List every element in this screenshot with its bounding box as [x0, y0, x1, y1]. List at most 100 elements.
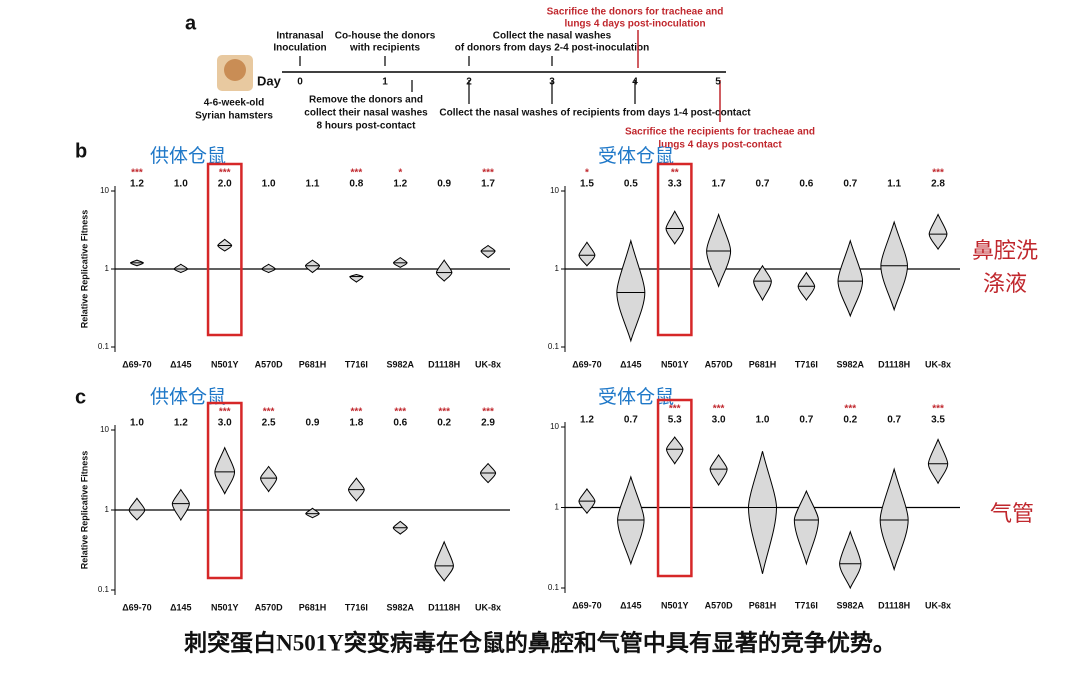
timeline-note: lungs 4 days post-inoculation [564, 19, 705, 30]
significance: *** [482, 407, 494, 418]
highlight-box [656, 398, 693, 578]
timeline-note: Sacrifice the recipients for tracheae an… [625, 127, 815, 138]
significance: *** [932, 168, 944, 179]
x-tick-label: S982A [387, 602, 415, 612]
x-tick-label: N501Y [211, 359, 239, 369]
x-tick-label: D1118H [878, 600, 910, 610]
x-tick-label: UK-8x [925, 359, 951, 369]
value-label: 2.0 [218, 179, 232, 190]
row-label: 鼻腔洗 [972, 238, 1038, 263]
day-tick-label: 4 [632, 77, 638, 88]
violin [173, 263, 189, 274]
value-label: 1.0 [130, 418, 144, 429]
highlight-box [206, 401, 243, 580]
violin [435, 259, 453, 282]
x-tick-label: Δ69-70 [122, 359, 152, 369]
violin [666, 436, 684, 465]
value-label: 0.7 [887, 415, 901, 426]
animal-label: Syrian hamsters [195, 111, 273, 122]
arrows [299, 56, 636, 104]
x-tick-label: S982A [837, 600, 865, 610]
value-label: 3.0 [218, 418, 232, 429]
panel-label: a [185, 12, 197, 34]
x-tick-label: A570D [255, 359, 284, 369]
significance: *** [932, 404, 944, 415]
day-tick-label: 0 [297, 77, 303, 88]
y-tick-label: 1 [555, 264, 560, 273]
hamster-icon [224, 59, 246, 81]
violin [616, 238, 646, 343]
significance: ** [671, 168, 679, 179]
value-label: 3.3 [668, 179, 682, 190]
value-label: 0.9 [306, 418, 320, 429]
y-tick-label: 10 [550, 186, 559, 195]
value-label: 0.6 [393, 418, 407, 429]
y-axis-label: Relative Replicative Fitness [79, 451, 89, 570]
violin [349, 273, 364, 283]
value-label: 0.7 [843, 179, 857, 190]
value-label: 0.2 [843, 415, 857, 426]
violin [879, 467, 909, 572]
timeline-note: collect their nasal washes [304, 108, 428, 119]
y-tick-label: 1 [105, 264, 110, 273]
violin [261, 263, 276, 274]
x-tick-label: P681H [299, 359, 327, 369]
x-tick-label: P681H [749, 600, 777, 610]
caption: 刺突蛋白N501Y突变病毒在仓鼠的鼻腔和气管中具有显著的竞争优势。 [184, 629, 896, 655]
day-tick-label: 3 [549, 77, 555, 88]
violin [839, 530, 862, 590]
x-tick-label: Δ69-70 [572, 359, 602, 369]
value-label: 0.7 [624, 415, 638, 426]
value-label: 5.3 [668, 415, 682, 426]
day-tick-label: 5 [715, 77, 721, 88]
x-tick-label: N501Y [661, 359, 689, 369]
timeline-note: lungs 4 days post-contact [658, 140, 782, 151]
y-tick-label: 0.1 [98, 585, 110, 594]
significance: *** [394, 407, 406, 418]
value-label: 3.5 [931, 415, 945, 426]
panel-label: b [75, 140, 87, 162]
x-tick-label: S982A [387, 359, 415, 369]
value-label: 1.5 [580, 179, 594, 190]
x-tick-label: Δ145 [170, 602, 192, 612]
day-label: Day [257, 73, 282, 88]
day-tick-label: 2 [466, 77, 472, 88]
violin [260, 465, 278, 493]
violin [434, 540, 454, 582]
x-tick-label: N501Y [661, 600, 689, 610]
violin [753, 264, 772, 302]
value-label: 1.0 [262, 179, 276, 190]
red-arrows [637, 30, 721, 122]
y-tick-label: 10 [550, 422, 559, 431]
timeline-note: Co-house the donors [335, 31, 436, 42]
value-label: 2.5 [262, 418, 276, 429]
chart-title: 受体仓鼠 [598, 145, 674, 167]
row-label: 涤液 [983, 271, 1027, 296]
chart-title: 供体仓鼠 [150, 386, 226, 408]
violin [793, 489, 819, 566]
significance: *** [669, 404, 681, 415]
x-tick-label: T716I [795, 359, 818, 369]
significance: *** [131, 168, 143, 179]
violin [480, 244, 496, 259]
x-tick-label: Δ69-70 [122, 602, 152, 612]
value-label: 0.8 [349, 179, 363, 190]
x-tick-label: UK-8x [475, 602, 501, 612]
x-tick-label: D1118H [878, 359, 910, 369]
x-tick-label: P681H [299, 602, 327, 612]
value-label: 1.1 [306, 179, 320, 190]
y-axis-label: Relative Replicative Fitness [79, 210, 89, 329]
chart-title: 受体仓鼠 [598, 386, 674, 408]
violin [304, 259, 321, 274]
row-label: 气管 [990, 501, 1034, 526]
y-tick-label: 10 [100, 186, 109, 195]
value-label: 0.7 [756, 179, 770, 190]
violin [128, 497, 146, 521]
x-tick-label: Δ145 [620, 359, 642, 369]
panel-label: c [75, 386, 86, 408]
value-label: 1.2 [580, 415, 594, 426]
animal-label: 4-6-week-old [204, 98, 265, 109]
timeline-note: Remove the donors and [309, 95, 423, 106]
violin [171, 488, 190, 522]
x-tick-label: UK-8x [475, 359, 501, 369]
